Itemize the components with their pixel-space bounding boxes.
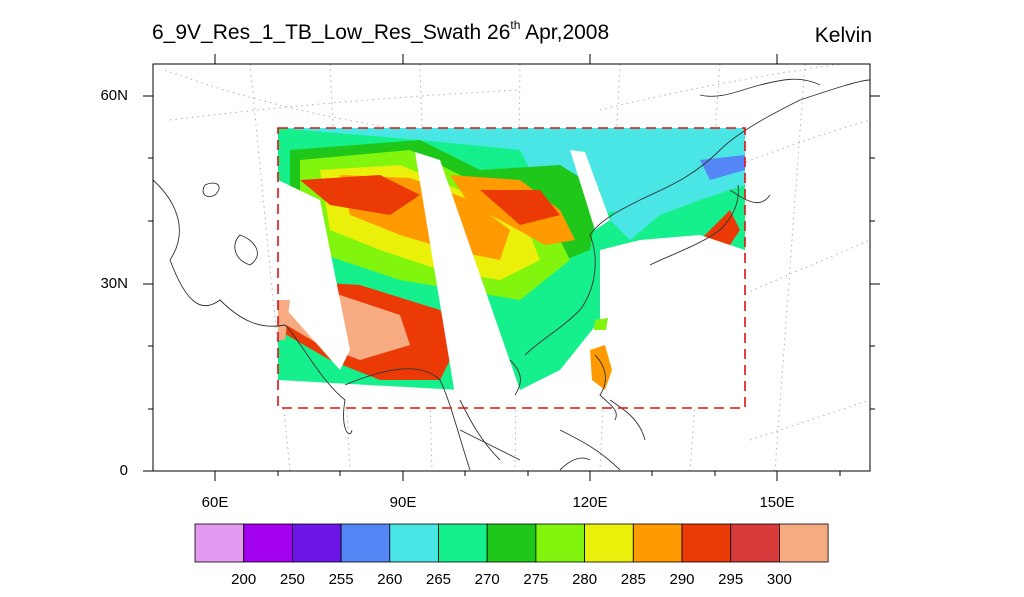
colorbar-swatch xyxy=(535,523,586,563)
axis-ticks xyxy=(143,54,880,481)
colorbar-swatch xyxy=(438,523,488,563)
colorbar-label: 260 xyxy=(377,571,403,588)
colorbar-swatch xyxy=(194,523,245,563)
colorbar-swatch xyxy=(779,523,829,563)
lon-label-90e: 90E xyxy=(389,494,417,511)
lat-label-0: 0 xyxy=(119,462,128,479)
colorbar-swatch xyxy=(681,523,732,563)
colorbar-label: 255 xyxy=(328,571,354,588)
colorbar-swatch xyxy=(584,523,634,563)
title-main: 6_9V_Res_1_TB_Low_Res_Swath 26 xyxy=(152,21,511,44)
colorbar-label: 285 xyxy=(620,571,646,588)
colorbar-label: 265 xyxy=(425,571,452,588)
colorbar-swatch xyxy=(291,523,342,563)
colorbar-label: 275 xyxy=(523,571,549,588)
map-title: 6_9V_Res_1_TB_Low_Res_Swath 26th Apr,200… xyxy=(152,18,609,45)
title-sup: th xyxy=(510,18,521,32)
colorbar-swatch xyxy=(730,523,780,563)
lat-label-60n: 60N xyxy=(100,87,128,104)
colorbar-label: 250 xyxy=(279,571,305,588)
colorbar-swatch xyxy=(486,523,537,563)
lon-label-120e: 120E xyxy=(572,494,608,511)
colorbar-label: 280 xyxy=(572,571,598,588)
colorbar-swatch xyxy=(340,523,391,563)
lat-label-30n: 30N xyxy=(100,275,128,292)
colorbar-label: 270 xyxy=(474,571,500,588)
units-label: Kelvin xyxy=(814,24,872,47)
colorbar-label: 295 xyxy=(718,571,744,588)
lon-label-60e: 60E xyxy=(201,494,229,511)
colorbar-label: 300 xyxy=(766,571,792,588)
region-box xyxy=(277,127,746,409)
colorbar-swatch xyxy=(632,523,683,563)
plot-frame xyxy=(152,63,871,472)
colorbar-label: 290 xyxy=(669,571,695,588)
title-date: Apr,2008 xyxy=(520,21,610,44)
colorbar-swatch xyxy=(389,523,439,563)
colorbar xyxy=(194,523,829,563)
brightness-temperature-field xyxy=(278,128,745,408)
colorbar-swatch xyxy=(243,523,293,563)
coastlines xyxy=(153,78,870,471)
lon-label-150e: 150E xyxy=(759,494,795,511)
colorbar-label: 200 xyxy=(231,571,257,588)
